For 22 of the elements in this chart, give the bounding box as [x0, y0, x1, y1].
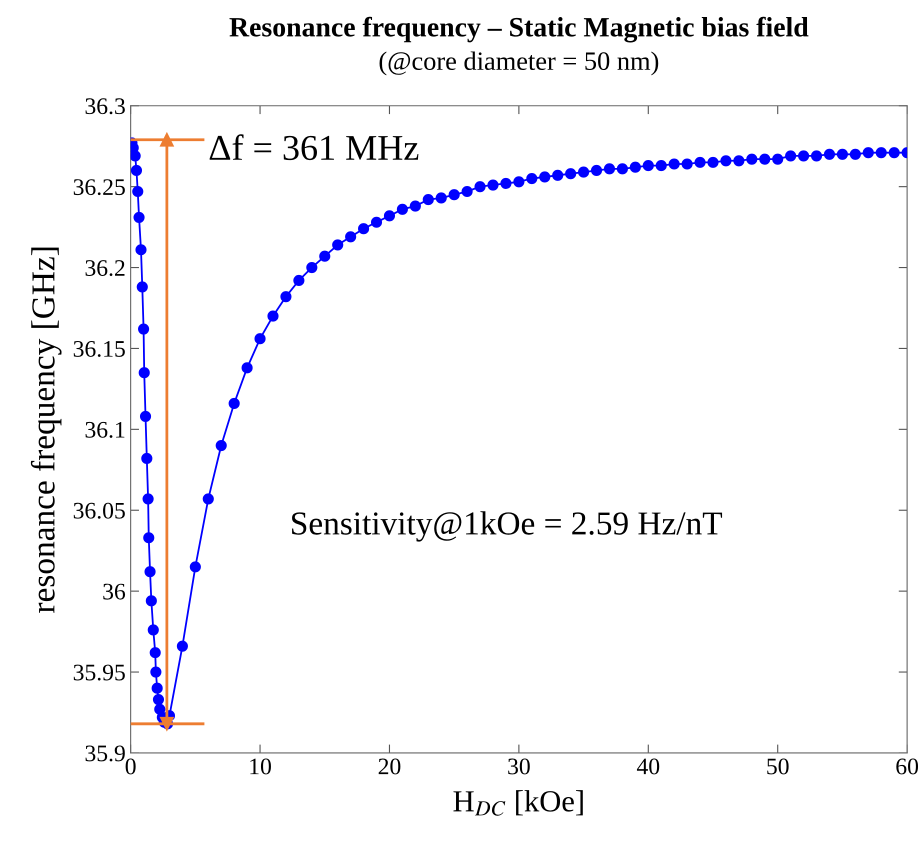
- x-tick-label: 30: [508, 758, 530, 774]
- annotation: Δf = 361 MHz: [210, 134, 418, 160]
- chart-subtitle: (@core diameter = 50 nm): [380, 51, 658, 76]
- y-tick-label: 35.9: [86, 745, 125, 762]
- y-tick-label: 36.3: [86, 98, 125, 114]
- annotation: Sensitivity@1kOe = 2.59 Hz/nT: [292, 511, 722, 542]
- x-tick-label: 0: [126, 758, 136, 774]
- x-tick-label: 50: [767, 758, 789, 774]
- x-tick-label: 20: [378, 758, 400, 774]
- x-tick-label: 60: [896, 758, 918, 774]
- y-tick-label: 36.25: [74, 179, 125, 196]
- chart-title: Resonance frequency – Static Magnetic bias field: [230, 16, 808, 42]
- y-tick-label: 36.2: [86, 260, 124, 276]
- y-tick-label: 35.95: [74, 664, 125, 681]
- y-tick-label: 36.05: [74, 502, 125, 519]
- x-tick-label: 10: [250, 758, 271, 774]
- y-tick-label: 36: [103, 584, 126, 600]
- y-axis-title: resonance frequency [GHz]: [30, 248, 62, 613]
- x-axis-title: H$_{DC}$ [kOe]: [453, 790, 583, 816]
- y-tick-label: 36.1: [86, 422, 124, 438]
- y-tick-label: 36.15: [74, 341, 125, 357]
- x-tick-label: 40: [636, 758, 660, 774]
